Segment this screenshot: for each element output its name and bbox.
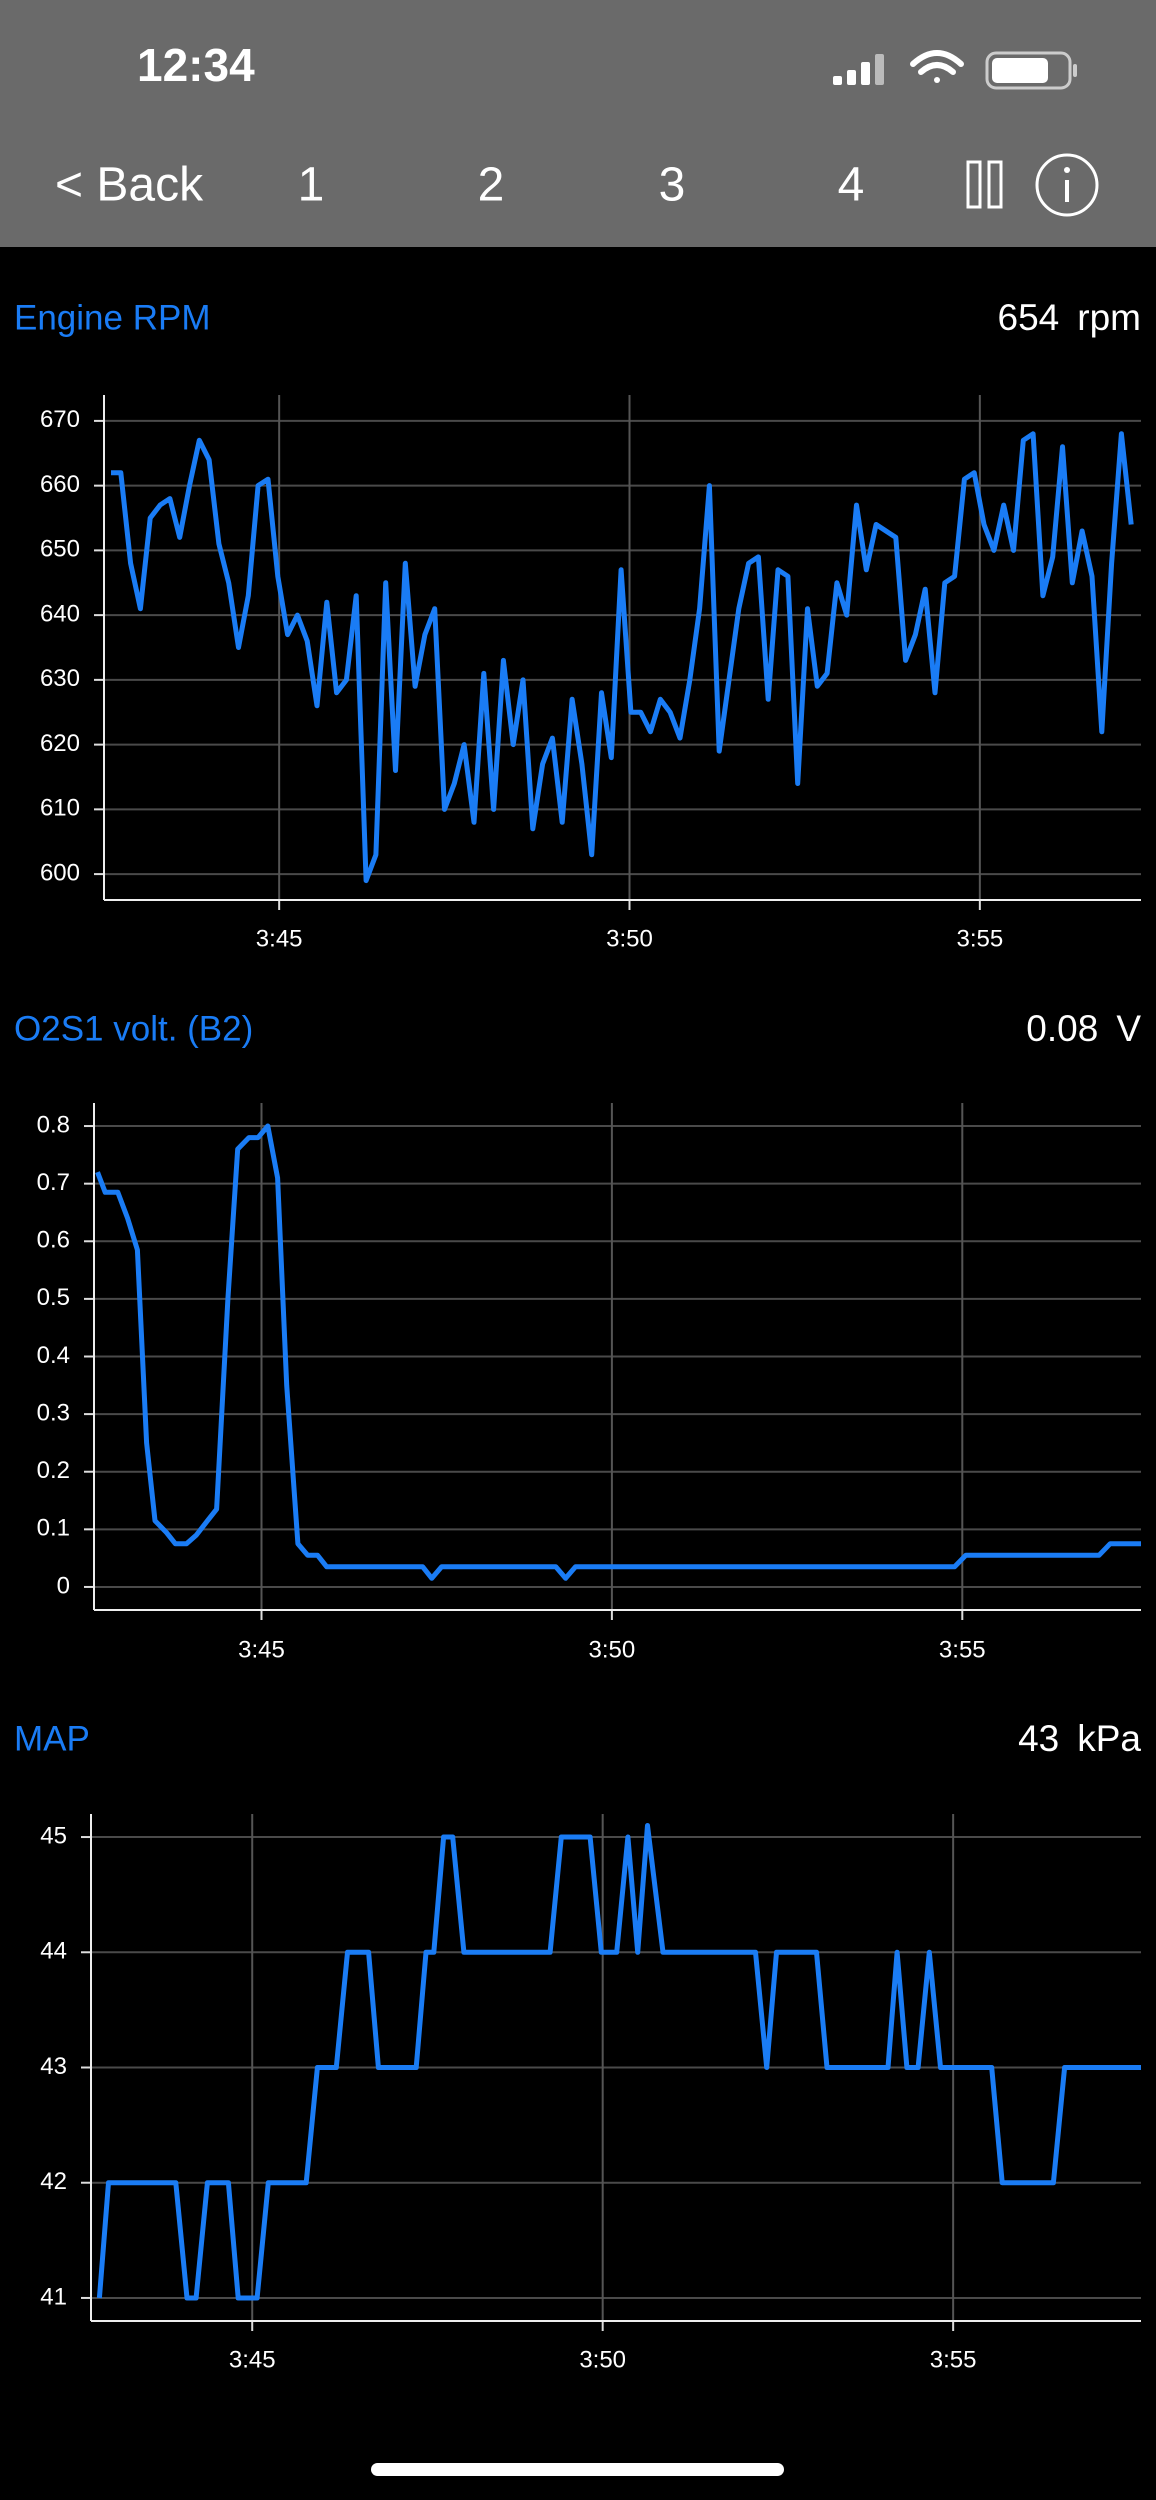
chart-title: Engine RPM — [14, 298, 210, 337]
y-tick-label: 0.6 — [37, 1227, 70, 1254]
y-tick-label: 660 — [40, 471, 80, 498]
tab[interactable]: 2 — [478, 159, 505, 212]
data-line — [95, 1123, 1141, 1581]
y-tick-label: 42 — [40, 2168, 67, 2195]
y-tick-label: 41 — [40, 2283, 67, 2310]
y-tick-label: 0.7 — [37, 1169, 70, 1196]
y-tick-label: 0.8 — [37, 1111, 70, 1138]
y-tick-label: 650 — [40, 536, 80, 563]
x-tick-label: 3:50 — [589, 1636, 636, 1663]
chart-title: MAP — [14, 1719, 90, 1758]
y-tick-label: 43 — [40, 2053, 67, 2080]
current-number: 43 — [1018, 1718, 1059, 1759]
x-tick-label: 3:45 — [256, 925, 303, 952]
tab[interactable]: 1 — [298, 159, 325, 212]
x-tick-label: 3:45 — [238, 1636, 285, 1663]
y-tick-label: 0.1 — [37, 1515, 70, 1542]
current-unit: V — [1116, 1008, 1141, 1049]
data-line — [111, 431, 1134, 884]
y-tick-label: 600 — [40, 859, 80, 886]
y-tick-label: 0.5 — [37, 1284, 70, 1311]
info-button[interactable] — [1035, 153, 1099, 217]
current-value: 654 rpm — [998, 297, 1141, 338]
current-value: 0.08 V — [1026, 1008, 1141, 1049]
tab[interactable]: 4 — [838, 159, 865, 212]
y-tick-label: 0.2 — [37, 1457, 70, 1484]
current-value: 43 kPa — [1018, 1718, 1141, 1759]
y-tick-label: 0 — [57, 1572, 70, 1599]
current-number: 0.08 — [1026, 1008, 1098, 1049]
x-tick-label: 3:55 — [939, 1636, 986, 1663]
x-tick-label: 3:55 — [930, 2346, 977, 2373]
status-time: 12:34 — [137, 39, 255, 91]
y-tick-label: 670 — [40, 406, 80, 433]
y-tick-label: 620 — [40, 730, 80, 757]
x-tick-label: 3:45 — [229, 2346, 276, 2373]
y-tick-label: 45 — [40, 1822, 67, 1849]
wifi-icon — [910, 50, 964, 83]
current-unit: kPa — [1077, 1718, 1141, 1759]
y-tick-label: 44 — [40, 1938, 67, 1965]
pause-button[interactable] — [966, 160, 1003, 209]
x-tick-label: 3:50 — [606, 925, 653, 952]
y-tick-label: 610 — [40, 795, 80, 822]
data-line — [96, 1823, 1141, 2301]
y-tick-label: 0.3 — [37, 1399, 70, 1426]
current-unit: rpm — [1077, 297, 1141, 338]
y-tick-label: 640 — [40, 600, 80, 627]
x-tick-label: 3:50 — [579, 2346, 626, 2373]
current-number: 654 — [998, 297, 1060, 338]
signal-icon — [833, 54, 884, 85]
y-tick-label: 0.4 — [37, 1342, 70, 1369]
tab[interactable]: 3 — [659, 159, 686, 212]
battery-icon — [985, 51, 1077, 90]
chart-title: O2S1 volt. (B2) — [14, 1009, 253, 1048]
x-tick-label: 3:55 — [956, 925, 1003, 952]
home-indicator — [371, 2463, 784, 2476]
y-tick-label: 630 — [40, 665, 80, 692]
header-bar — [0, 0, 1156, 247]
back-button[interactable]: < Back — [55, 159, 204, 212]
